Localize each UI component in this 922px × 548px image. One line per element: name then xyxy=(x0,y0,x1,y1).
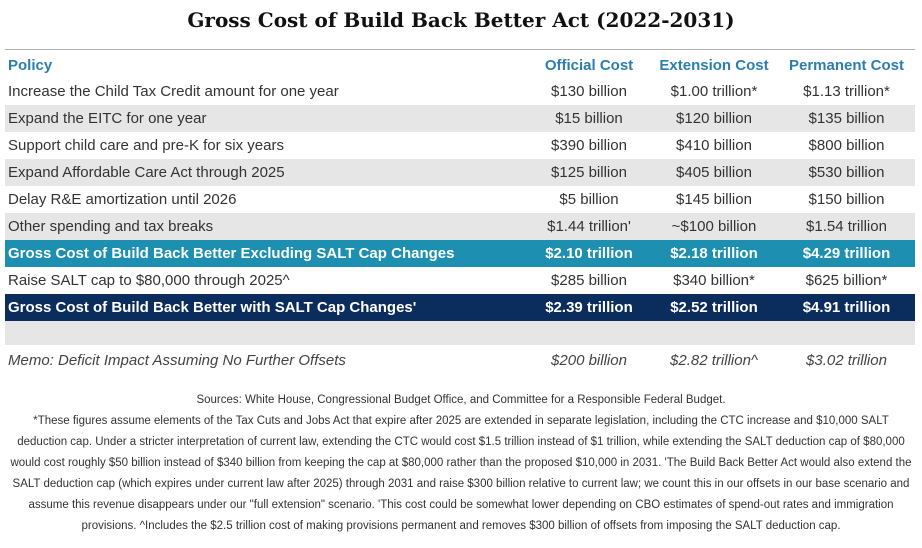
cell-official-cost: $200 billion xyxy=(551,352,627,369)
cell-policy: Expand the EITC for one year xyxy=(5,105,525,132)
sources-note: Sources: White House, Congressional Budg… xyxy=(196,394,726,406)
top-divider xyxy=(5,49,915,50)
cell-official-cost: $15 billion xyxy=(525,105,650,132)
cell-official-cost: $2.10 trillion xyxy=(525,240,650,267)
table-row: Gross Cost of Build Back Better Excludin… xyxy=(5,240,915,267)
cell-policy: Raise SALT cap to $80,000 through 2025^ xyxy=(8,272,290,289)
cell-permanent-cost: $3.02 trillion xyxy=(806,352,887,369)
page-title: Gross Cost of Build Back Better Act (202… xyxy=(187,8,735,32)
cell-permanent-cost xyxy=(775,321,915,345)
table-row: Gross Cost of Build Back Better with SAL… xyxy=(5,294,915,321)
table-row: Increase the Child Tax Credit amount for… xyxy=(5,78,915,105)
header-extension-cost: Extension Cost xyxy=(659,57,769,74)
cell-official-cost: $390 billion xyxy=(551,137,627,154)
cell-extension-cost: ~$100 billion xyxy=(650,213,775,240)
cell-permanent-cost: $1.54 trillion xyxy=(775,213,915,240)
table-body: Increase the Child Tax Credit amount for… xyxy=(5,78,915,376)
cell-extension-cost: $410 billion xyxy=(676,137,752,154)
cell-official-cost xyxy=(525,321,650,345)
table-header-row: Policy Official Cost Extension Cost Perm… xyxy=(5,53,915,78)
cell-permanent-cost: $150 billion xyxy=(808,191,885,208)
cell-permanent-cost: $135 billion xyxy=(775,105,915,132)
cell-official-cost: $2.39 trillion xyxy=(525,294,650,321)
cell-extension-cost xyxy=(650,321,775,345)
cell-policy: Memo: Deficit Impact Assuming No Further… xyxy=(8,352,346,369)
cell-policy: Gross Cost of Build Back Better with SAL… xyxy=(5,294,525,321)
cell-extension-cost: $145 billion xyxy=(676,191,752,208)
cell-extension-cost: $2.82 trillion^ xyxy=(670,352,758,369)
table-row: Delay R&E amortization until 2026 $5 bill… xyxy=(5,186,915,213)
notes-block: Sources: White House, Congressional Budg… xyxy=(8,390,914,537)
table-row: Expand Affordable Care Act through 2025 $… xyxy=(5,159,915,186)
cell-permanent-cost: $4.91 trillion xyxy=(775,294,915,321)
cell-official-cost: $285 billion xyxy=(551,272,627,289)
cell-extension-cost: $2.18 trillion xyxy=(650,240,775,267)
header-permanent-cost: Permanent Cost xyxy=(788,57,905,74)
table-row: Expand the EITC for one year $15 billion $… xyxy=(5,105,915,132)
cell-policy: Other spending and tax breaks xyxy=(5,213,525,240)
cell-policy: Delay R&E amortization until 2026 xyxy=(8,191,237,208)
cell-policy: Increase the Child Tax Credit amount for… xyxy=(8,83,339,100)
cost-table: Policy Official Cost Extension Cost Perm… xyxy=(5,53,915,376)
table-row: Other spending and tax breaks $1.44 trill… xyxy=(5,213,915,240)
cell-official-cost: $130 billion xyxy=(551,83,627,100)
cell-policy: Expand Affordable Care Act through 2025 xyxy=(5,159,525,186)
table-row: Support child care and pre-K for six yea… xyxy=(5,132,915,159)
cell-permanent-cost: $625 billion* xyxy=(805,272,888,289)
cell-permanent-cost: $800 billion xyxy=(808,137,885,154)
cell-policy: Gross Cost of Build Back Better Excludin… xyxy=(5,240,525,267)
cell-policy xyxy=(5,321,525,345)
cell-policy: Support child care and pre-K for six yea… xyxy=(8,137,284,154)
cell-extension-cost: $405 billion xyxy=(650,159,775,186)
cell-extension-cost: $2.52 trillion xyxy=(650,294,775,321)
cell-permanent-cost: $1.13 trillion* xyxy=(803,83,890,100)
cell-extension-cost: $340 billion* xyxy=(673,272,755,289)
cell-extension-cost: $120 billion xyxy=(650,105,775,132)
cell-official-cost: $5 billion xyxy=(559,191,619,208)
table-row: Raise SALT cap to $80,000 through 2025^ $… xyxy=(5,267,915,294)
cell-permanent-cost: $530 billion xyxy=(775,159,915,186)
spacer-row xyxy=(5,321,915,345)
header-official-cost: Official Cost xyxy=(544,57,634,74)
memo-row: Memo: Deficit Impact Assuming No Further… xyxy=(5,345,915,376)
header-policy: Policy xyxy=(8,57,53,74)
footnote-text: *These figures assume elements of the Ta… xyxy=(10,415,912,532)
cell-official-cost: $125 billion xyxy=(525,159,650,186)
cell-official-cost: $1.44 trillion' xyxy=(525,213,650,240)
cell-permanent-cost: $4.29 trillion xyxy=(775,240,915,267)
cell-extension-cost: $1.00 trillion* xyxy=(670,83,758,100)
